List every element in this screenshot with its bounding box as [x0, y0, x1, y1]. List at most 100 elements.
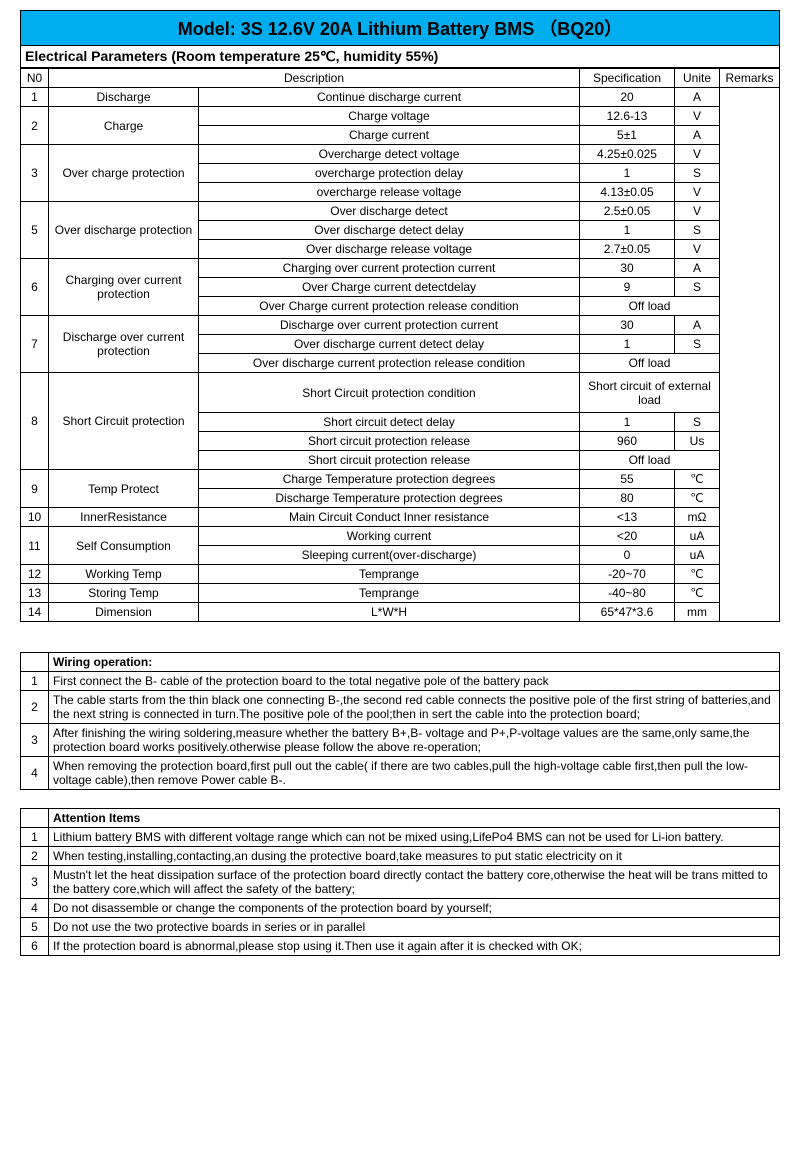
cell-unit: V [675, 183, 720, 202]
cell-desc: Over discharge detect delay [199, 221, 580, 240]
cell-desc: Continue discharge current [199, 88, 580, 107]
item-text: Lithium battery BMS with different volta… [49, 828, 780, 847]
cell-unit: A [675, 259, 720, 278]
attention-table: Attention Items 1Lithium battery BMS wit… [20, 808, 780, 956]
table-row: 14DimensionL*W*H65*47*3.6mm [21, 603, 780, 622]
cell-unit: ℃ [675, 565, 720, 584]
cell-desc: Over Charge current protection release c… [199, 297, 580, 316]
cell-unit: uA [675, 546, 720, 565]
item-no: 2 [21, 691, 49, 724]
item-no: 1 [21, 828, 49, 847]
cell-spec: 12.6-13 [580, 107, 675, 126]
list-item: 1Lithium battery BMS with different volt… [21, 828, 780, 847]
cell-desc: Sleeping current(over-discharge) [199, 546, 580, 565]
cell-spec: 0 [580, 546, 675, 565]
cell-category: Discharge [49, 88, 199, 107]
table-row: 5Over discharge protectionOver discharge… [21, 202, 780, 221]
cell-desc: Overcharge detect voltage [199, 145, 580, 164]
header-row: N0 Description Specification Unite Remar… [21, 69, 780, 88]
table-row: 7Discharge over current protectionDischa… [21, 316, 780, 335]
cell-spec: 20 [580, 88, 675, 107]
item-no: 2 [21, 847, 49, 866]
cell-no: 6 [21, 259, 49, 316]
cell-desc: Working current [199, 527, 580, 546]
cell-category: Over charge protection [49, 145, 199, 202]
cell-unit: ℃ [675, 489, 720, 508]
cell-no: 14 [21, 603, 49, 622]
cell-desc: Charging over current protection current [199, 259, 580, 278]
cell-desc: Short circuit detect delay [199, 413, 580, 432]
list-item: 6If the protection board is abnormal,ple… [21, 937, 780, 956]
cell-spec: 1 [580, 413, 675, 432]
item-no: 3 [21, 866, 49, 899]
cell-no: 2 [21, 107, 49, 145]
cell-spec: 2.7±0.05 [580, 240, 675, 259]
list-item: 2The cable starts from the thin black on… [21, 691, 780, 724]
cell-spec: 1 [580, 335, 675, 354]
cell-spec: <20 [580, 527, 675, 546]
item-text: The cable starts from the thin black one… [49, 691, 780, 724]
cell-unit: V [675, 145, 720, 164]
cell-desc: Over discharge detect [199, 202, 580, 221]
cell-unit: A [675, 88, 720, 107]
table-row: 11Self ConsumptionWorking current<20uA [21, 527, 780, 546]
item-no: 5 [21, 918, 49, 937]
cell-desc: overcharge release voltage [199, 183, 580, 202]
cell-no: 9 [21, 470, 49, 508]
cell-spec: Off load [580, 451, 720, 470]
cell-spec: 960 [580, 432, 675, 451]
cell-spec: 1 [580, 164, 675, 183]
cell-spec: 55 [580, 470, 675, 489]
cell-unit: ℃ [675, 584, 720, 603]
cell-desc: Main Circuit Conduct Inner resistance [199, 508, 580, 527]
cell-spec: 2.5±0.05 [580, 202, 675, 221]
h-spec: Specification [580, 69, 675, 88]
h-rem: Remarks [720, 69, 780, 88]
cell-desc: Temprange [199, 565, 580, 584]
cell-category: Working Temp [49, 565, 199, 584]
cell-spec: 65*47*3.6 [580, 603, 675, 622]
cell-spec: Off load [580, 297, 720, 316]
item-text: If the protection board is abnormal,plea… [49, 937, 780, 956]
params-table: N0 Description Specification Unite Remar… [20, 68, 780, 622]
cell-category: InnerResistance [49, 508, 199, 527]
cell-spec: 1 [580, 221, 675, 240]
cell-desc: Short Circuit protection condition [199, 373, 580, 413]
list-item: 1First connect the B- cable of the prote… [21, 672, 780, 691]
cell-remarks [720, 88, 780, 622]
cell-category: Self Consumption [49, 527, 199, 565]
cell-unit: mm [675, 603, 720, 622]
cell-no: 3 [21, 145, 49, 202]
cell-unit: A [675, 126, 720, 145]
cell-desc: Short circuit protection release [199, 432, 580, 451]
table-row: 9Temp ProtectCharge Temperature protecti… [21, 470, 780, 489]
wiring-title: Wiring operation: [49, 653, 780, 672]
item-no: 3 [21, 724, 49, 757]
cell-category: Temp Protect [49, 470, 199, 508]
cell-spec: 30 [580, 259, 675, 278]
cell-category: Charge [49, 107, 199, 145]
table-row: 3Over charge protectionOvercharge detect… [21, 145, 780, 164]
cell-spec: 5±1 [580, 126, 675, 145]
item-no: 4 [21, 899, 49, 918]
item-text: Mustn't let the heat dissipation surface… [49, 866, 780, 899]
cell-unit: V [675, 240, 720, 259]
cell-spec: Off load [580, 354, 720, 373]
cell-no: 7 [21, 316, 49, 373]
cell-spec: <13 [580, 508, 675, 527]
cell-desc: Temprange [199, 584, 580, 603]
cell-desc: Over discharge current detect delay [199, 335, 580, 354]
cell-unit: S [675, 413, 720, 432]
cell-unit: V [675, 202, 720, 221]
table-row: 13Storing TempTemprange-40~80℃ [21, 584, 780, 603]
item-text: First connect the B- cable of the protec… [49, 672, 780, 691]
cell-desc: Over discharge current protection releas… [199, 354, 580, 373]
cell-unit: S [675, 164, 720, 183]
cell-desc: Charge voltage [199, 107, 580, 126]
item-text: After finishing the wiring soldering,mea… [49, 724, 780, 757]
table-row: 8Short Circuit protectionShort Circuit p… [21, 373, 780, 413]
cell-category: Short Circuit protection [49, 373, 199, 470]
cell-desc: L*W*H [199, 603, 580, 622]
cell-spec: Short circuit of external load [580, 373, 720, 413]
cell-desc: Charge Temperature protection degrees [199, 470, 580, 489]
